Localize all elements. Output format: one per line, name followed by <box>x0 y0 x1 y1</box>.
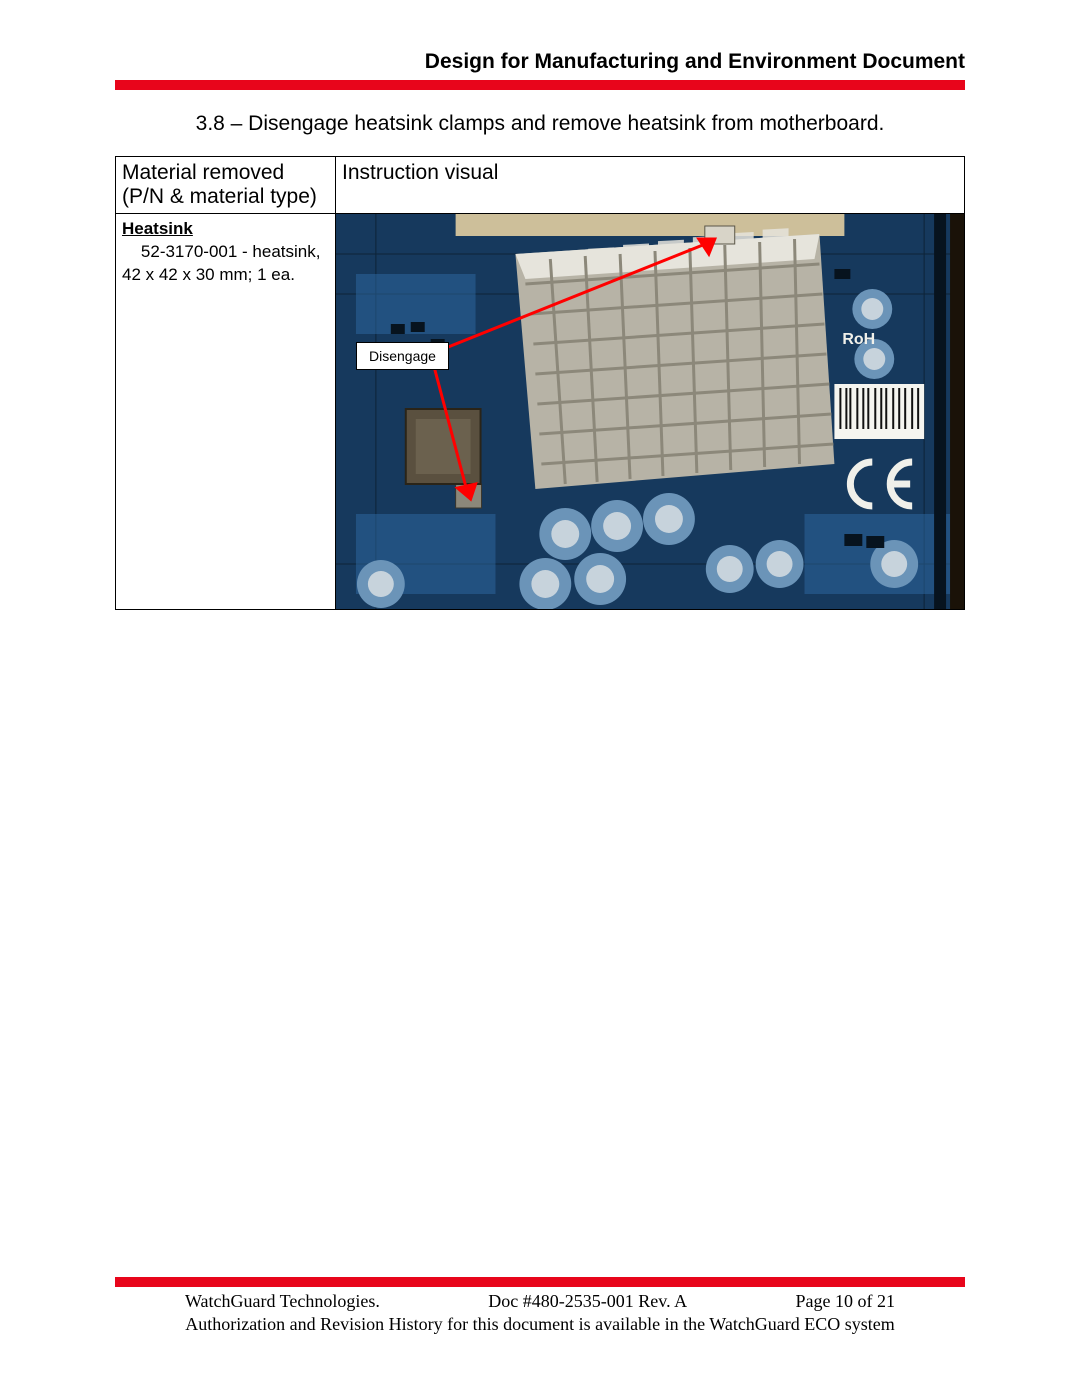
svg-text:RoH: RoH <box>842 331 875 348</box>
footer-red-bar <box>115 1277 965 1287</box>
material-detail <box>122 242 141 261</box>
document-title: Design for Manufacturing and Environment… <box>115 50 965 74</box>
material-detail-text: 52-3170-001 - heatsink, 42 x 42 x 30 mm;… <box>122 242 320 284</box>
material-title: Heatsink <box>122 219 193 238</box>
footer-docref: Doc #480-2535-001 Rev. A <box>488 1291 687 1312</box>
step-instruction: 3.8 – Disengage heatsink clamps and remo… <box>115 112 965 136</box>
visual-cell: RoH <box>336 214 965 610</box>
callout-label: Disengage <box>356 342 449 370</box>
footer-note: Authorization and Revision History for t… <box>115 1314 965 1335</box>
header-red-bar <box>115 80 965 90</box>
motherboard-diagram: RoH <box>336 214 964 609</box>
footer-company: WatchGuard Technologies. <box>185 1291 380 1312</box>
instruction-table: Material removed (P/N & material type) I… <box>115 156 965 610</box>
col-header-visual: Instruction visual <box>336 157 965 214</box>
col-header-material: Material removed (P/N & material type) <box>116 157 336 214</box>
page-footer: WatchGuard Technologies. Doc #480-2535-0… <box>115 1291 965 1335</box>
footer-page: Page 10 of 21 <box>796 1291 895 1312</box>
material-cell: Heatsink 52-3170-001 - heatsink, 42 x 42… <box>116 214 336 610</box>
